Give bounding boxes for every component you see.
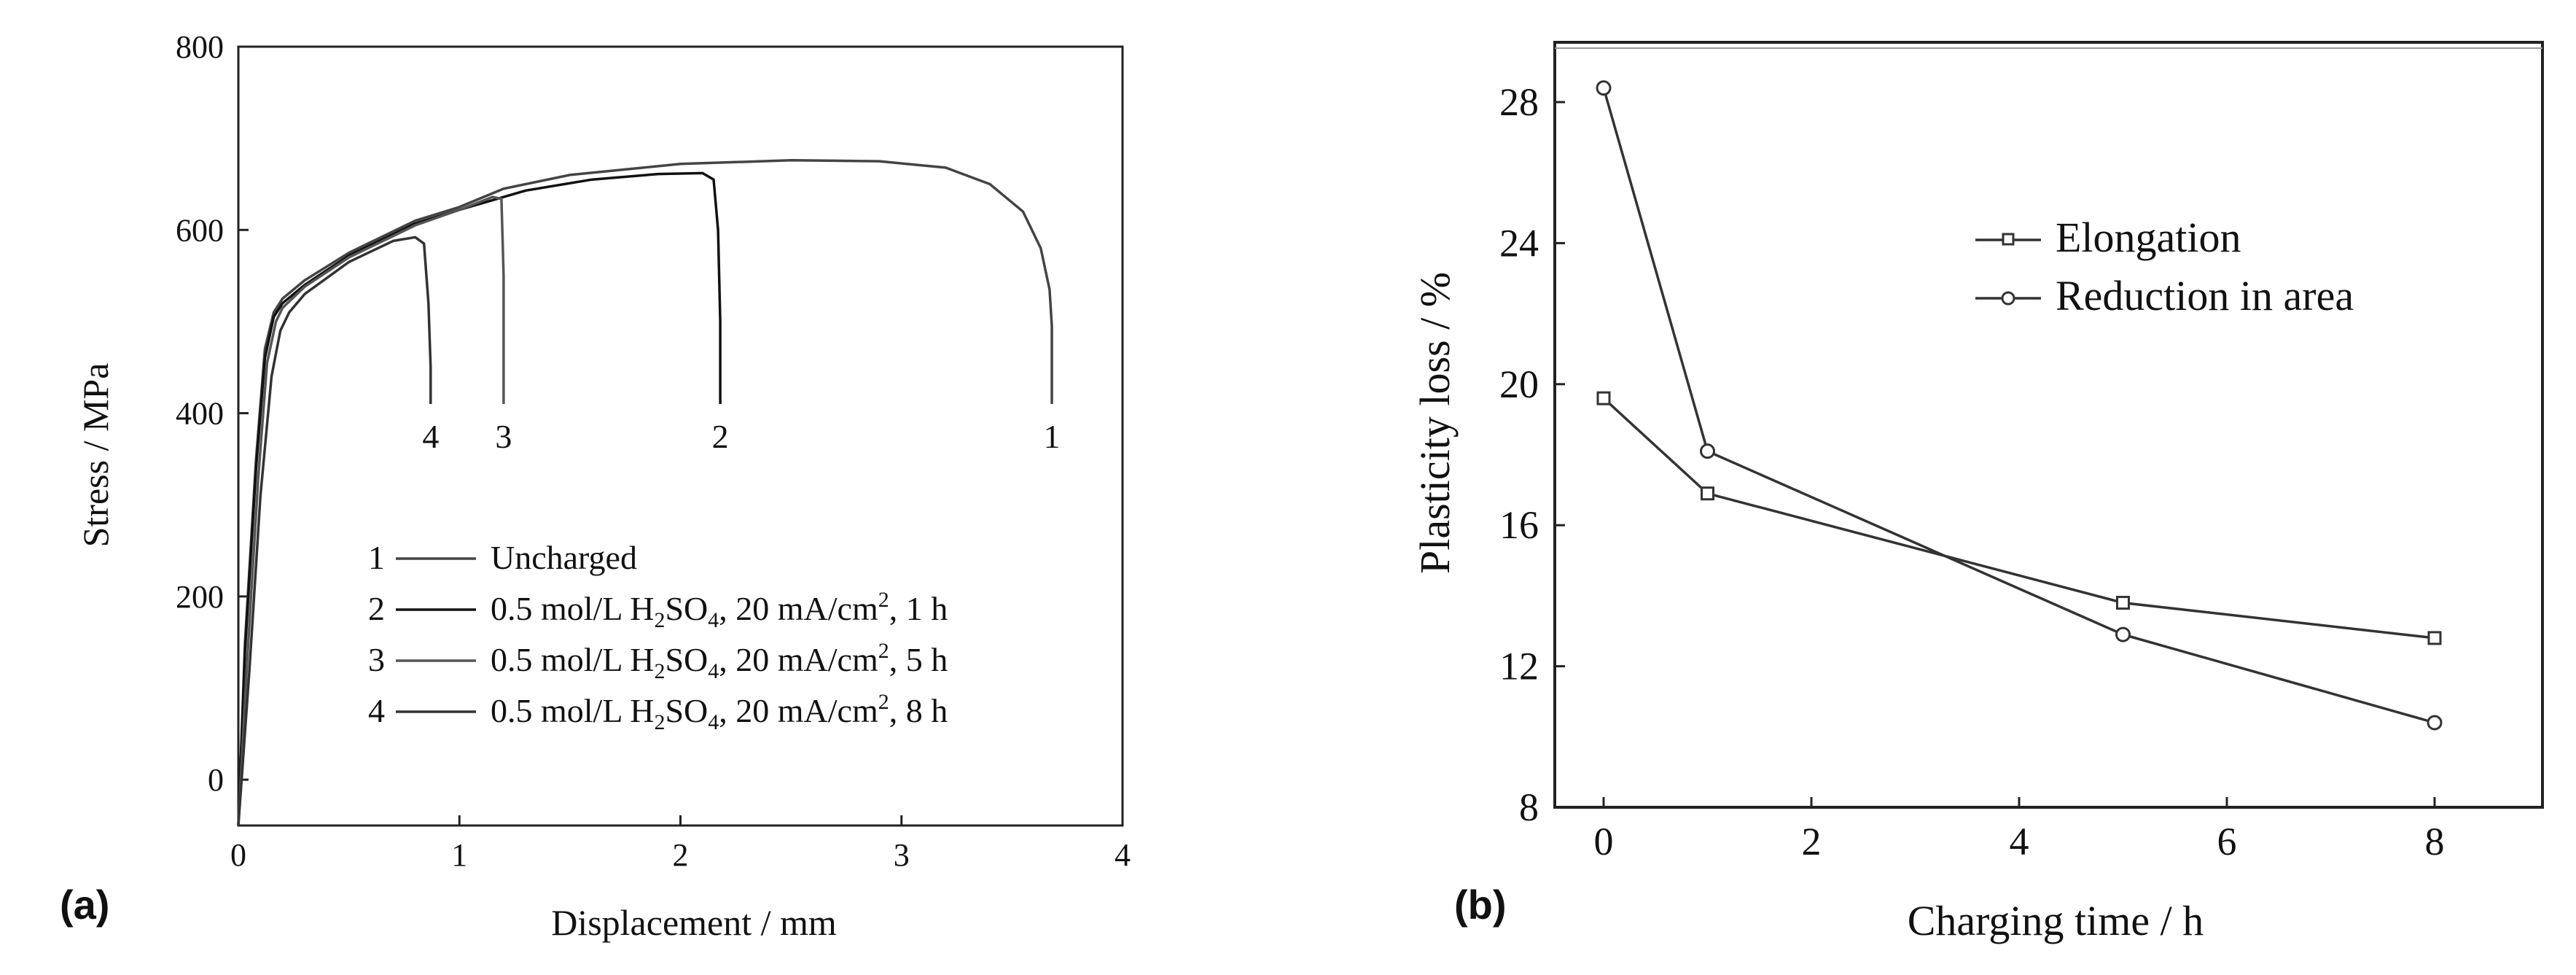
chart-b-point-elongation — [1596, 391, 1611, 405]
chart-a-legend-item-4: 4 0.5 mol/L H2SO4, 20 mA/cm2, 8 h — [368, 690, 948, 734]
legend-text-part: SO — [665, 641, 708, 678]
chart-b-y-tick-label: 20 — [1499, 362, 1539, 406]
chart-b-y-axis-label: Plasticity loss / % — [1411, 272, 1459, 574]
chart-a-legend-number: 3 — [368, 641, 385, 678]
chart-a-y-tick-label: 200 — [176, 579, 224, 615]
legend-text-part: , 20 mA/cm — [719, 692, 878, 729]
chart-a-legend-item-1: 1 Uncharged — [368, 539, 637, 576]
chart-b-point-elongation — [2427, 631, 2442, 645]
legend-superscript: 2 — [878, 588, 889, 612]
panel-label-a: (a) — [60, 882, 109, 928]
chart-a-y-tick-label: 400 — [176, 396, 224, 432]
chart-b-legend-text: Reduction in area — [2056, 272, 2354, 319]
chart-b-markers — [1596, 80, 2443, 731]
chart-b-x-tick-label: 2 — [1802, 820, 1822, 863]
chart-b-frame — [1553, 41, 2544, 809]
chart-a-legend-item-3: 3 0.5 mol/L H2SO4, 20 mA/cm2, 5 h — [368, 639, 948, 683]
legend-subscript: 4 — [708, 659, 719, 683]
legend-subscript: 2 — [654, 608, 665, 632]
chart-b-legend-item-elongation: Elongation — [1975, 214, 2241, 261]
legend-text-part: , 5 h — [889, 641, 948, 678]
chart-b-point-elongation — [2116, 596, 2130, 610]
chart-b-x-tick-label: 8 — [2425, 820, 2445, 863]
chart-a-ticks: 0 1 2 3 4 0 200 400 600 800 — [176, 29, 1131, 873]
legend-text-part: , 20 mA/cm — [719, 641, 878, 678]
chart-b-x-tick-label: 4 — [2010, 820, 2029, 863]
chart-b-legend-text: Elongation — [2056, 214, 2241, 261]
chart-a-x-tick-label: 1 — [451, 837, 467, 873]
chart-a-legend-text: 0.5 mol/L H2SO4, 20 mA/cm2, 5 h — [491, 639, 948, 683]
chart-a-legend-item-2: 2 0.5 mol/L H2SO4, 20 mA/cm2, 1 h — [368, 588, 948, 632]
chart-a-legend-number: 4 — [368, 692, 385, 729]
chart-a-legend-number: 1 — [368, 539, 385, 576]
chart-b-x-tick-label: 6 — [2217, 820, 2237, 863]
chart-a-y-axis-label: Stress / MPa — [75, 363, 116, 548]
chart-a-y-tick-label: 800 — [176, 29, 224, 65]
legend-subscript: 2 — [654, 710, 665, 734]
chart-b-y-tick-label: 16 — [1499, 503, 1539, 547]
chart-a-curve-1 — [237, 159, 1053, 826]
chart-b-legend-item-reduction-in-area: Reduction in area — [1975, 272, 2354, 319]
panel-label-b: (b) — [1454, 882, 1507, 928]
chart-b-line-reduction-in-area — [1602, 88, 2435, 724]
chart-b-x-tick-label: 0 — [1594, 820, 1614, 863]
chart-b-y-tick-label: 24 — [1499, 221, 1539, 265]
chart-b-lines — [1602, 88, 2435, 724]
chart-a-curve-label-1: 1 — [1043, 418, 1060, 455]
chart-b-x-axis-label: Charging time / h — [1908, 897, 2204, 944]
legend-subscript: 2 — [654, 659, 665, 683]
chart-b-point-elongation — [1701, 486, 1714, 501]
legend-superscript: 2 — [878, 690, 889, 714]
legend-text-part: SO — [665, 590, 708, 627]
chart-b-legend: Elongation Reduction in area — [1975, 214, 2354, 319]
legend-superscript: 2 — [878, 639, 889, 663]
chart-a-x-tick-label: 4 — [1115, 837, 1131, 873]
chart-a-curve-label-2: 2 — [712, 418, 729, 455]
legend-subscript: 4 — [708, 608, 719, 632]
chart-a-curve-label-4: 4 — [422, 418, 439, 455]
chart-a-y-tick-label: 0 — [208, 762, 224, 798]
chart-a-curves — [237, 159, 1053, 826]
chart-a-x-tick-label: 2 — [673, 837, 689, 873]
chart-b-point-reduction-in-area — [2115, 626, 2131, 642]
chart-a-curve-4 — [237, 236, 432, 826]
chart-b-y-tick-label: 8 — [1519, 785, 1539, 829]
chart-a-curve-3 — [237, 195, 505, 826]
chart-a-curve-labels: 1 2 3 4 — [422, 418, 1060, 455]
chart-a-x-tick-label: 0 — [230, 837, 246, 873]
legend-text-part: , 8 h — [889, 692, 948, 729]
chart-a-legend-number: 2 — [368, 590, 385, 627]
chart-a-curve-label-3: 3 — [495, 418, 512, 455]
chart-b-legend-marker — [2002, 233, 2015, 246]
legend-text-part: 0.5 mol/L H — [491, 590, 654, 627]
chart-a-y-tick-label: 600 — [176, 212, 224, 248]
chart-b-point-reduction-in-area — [1700, 443, 1715, 459]
chart-a-legend-text: 0.5 mol/L H2SO4, 20 mA/cm2, 8 h — [491, 690, 948, 734]
legend-text-part: Uncharged — [491, 539, 637, 576]
chart-b-y-tick-label: 12 — [1499, 645, 1539, 688]
legend-text-part: SO — [665, 692, 708, 729]
legend-text-part: , 20 mA/cm — [719, 590, 878, 627]
chart-b-legend-marker — [2001, 291, 2015, 306]
chart-b-point-reduction-in-area — [2427, 715, 2443, 731]
chart-b-y-tick-label: 28 — [1499, 80, 1539, 124]
chart-a-legend-text: 0.5 mol/L H2SO4, 20 mA/cm2, 1 h — [491, 588, 948, 632]
chart-b-point-reduction-in-area — [1596, 80, 1612, 96]
chart-a-legend-text: Uncharged — [491, 539, 637, 576]
legend-text-part: , 1 h — [889, 590, 948, 627]
legend-text-part: 0.5 mol/L H — [491, 692, 654, 729]
chart-b-line-elongation — [1602, 397, 2435, 640]
chart-a-x-axis-label: Displacement / mm — [551, 902, 837, 943]
chart-a-x-tick-label: 3 — [894, 837, 910, 873]
legend-subscript: 4 — [708, 710, 719, 734]
legend-text-part: 0.5 mol/L H — [491, 641, 654, 678]
